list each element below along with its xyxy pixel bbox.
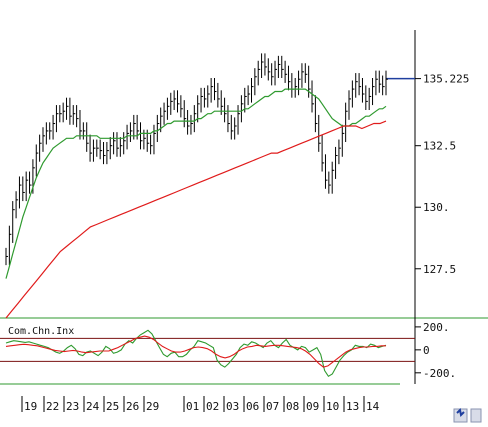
x-tick-label: 08 [286, 400, 299, 413]
x-tick-label: 13 [346, 400, 359, 413]
x-tick-label: 10 [326, 400, 339, 413]
x-tick-label: 26 [126, 400, 139, 413]
x-tick-label: 22 [46, 400, 59, 413]
indicator-title: Com.Chn.Inx [8, 326, 74, 337]
indicator-line [5, 335, 386, 368]
price-y-tick-label: 130. [423, 201, 450, 214]
x-tick-label: 07 [266, 400, 279, 413]
x-tick-label: 25 [106, 400, 119, 413]
x-tick-label: 09 [306, 400, 319, 413]
indicator-y-tick-label: 0 [423, 344, 430, 357]
x-tick-label: 06 [246, 400, 259, 413]
x-tick-label: 24 [86, 400, 100, 413]
indicator-line [5, 329, 387, 378]
price-panel: 127.5 130. 132.5 135.225 [5, 53, 469, 319]
price-y-tick-label: 127.5 [423, 263, 456, 276]
x-tick-label: 29 [146, 400, 159, 413]
indicator-panel: 200. 0 -200. [0, 321, 456, 380]
scroll-corner-icon[interactable] [448, 405, 484, 423]
price-moving-average-line [5, 120, 387, 319]
price-moving-average-line [5, 88, 387, 279]
indicator-y-tick-label: 200. [423, 321, 450, 334]
x-tick-label: 01 [186, 400, 199, 413]
price-y-tick-label: 135.225 [423, 73, 469, 86]
x-axis: 19 22 23 24 25 26 29 01 02 03 06 07 08 09 10 13 14 [21, 396, 380, 413]
indicator-y-tick-label: -200. [423, 367, 456, 380]
x-tick-label: 14 [366, 400, 380, 413]
x-tick-label: 02 [206, 400, 219, 413]
price-y-tick-label: 132.5 [423, 140, 456, 153]
x-tick-label: 23 [66, 400, 79, 413]
x-tick-label: 19 [24, 400, 37, 413]
x-tick-label: 03 [226, 400, 239, 413]
